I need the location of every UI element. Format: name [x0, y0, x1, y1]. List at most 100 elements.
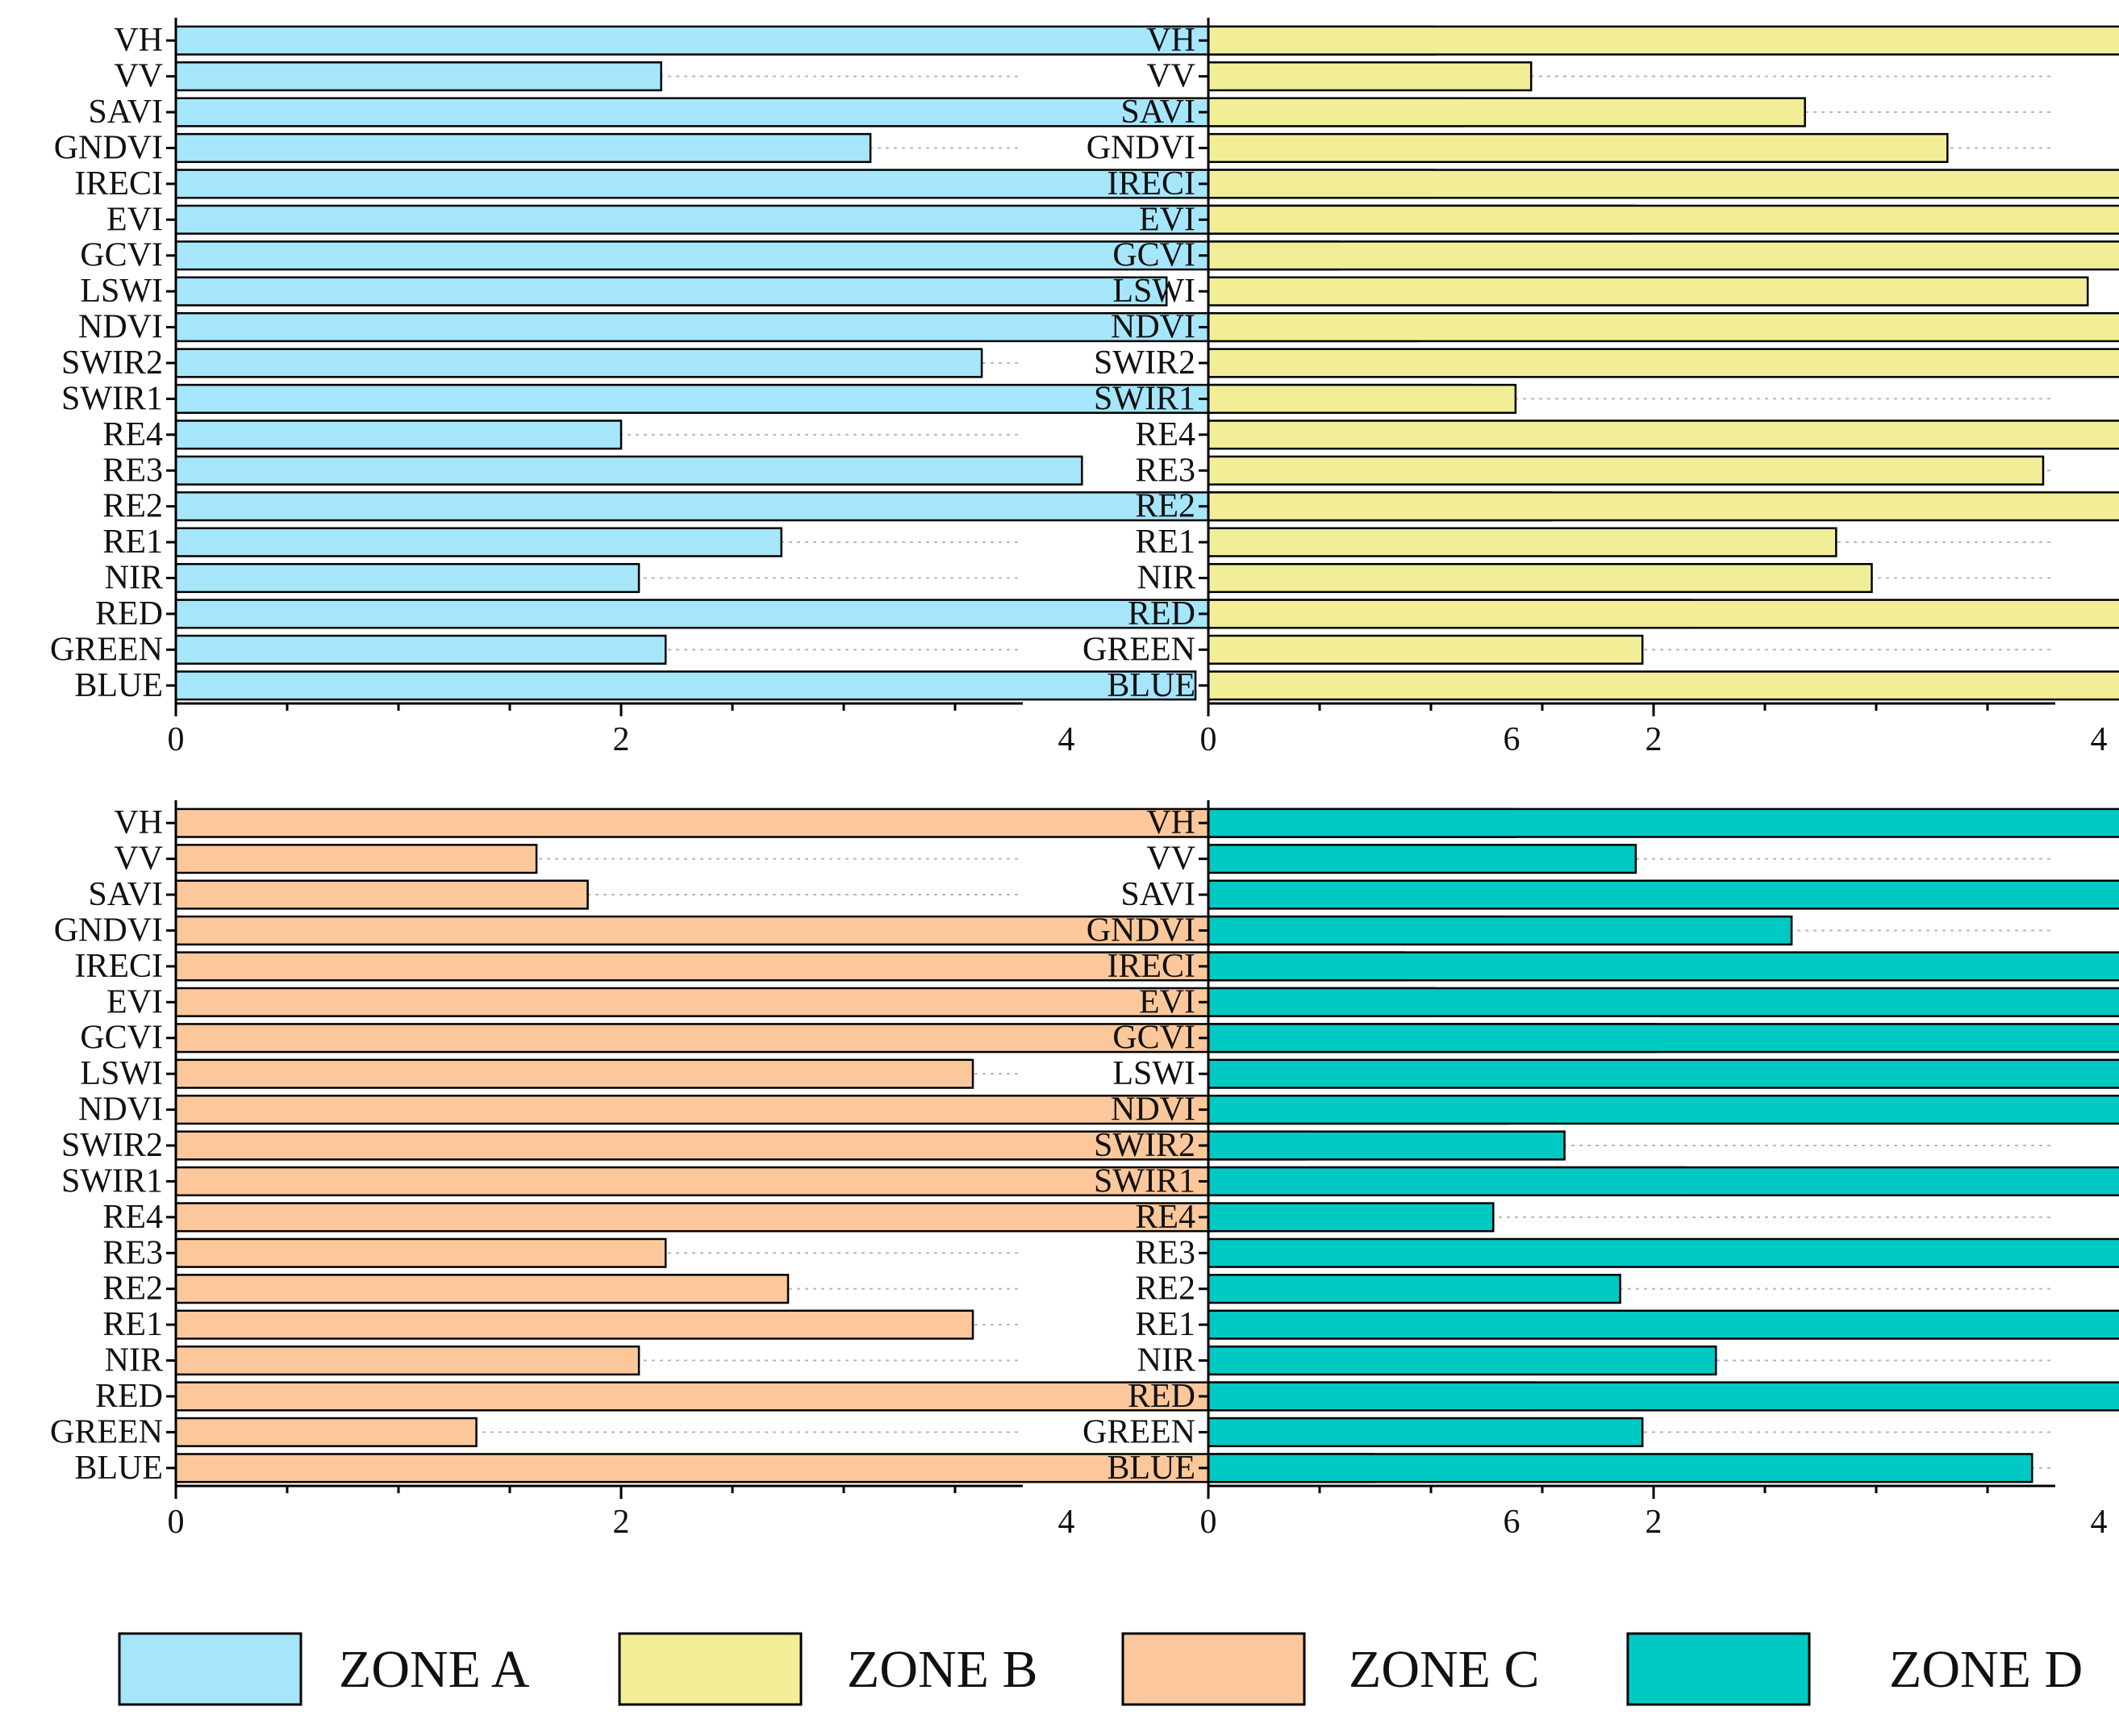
category-label-re2: RE2	[102, 1271, 163, 1308]
bar-zone-a-re4	[174, 419, 623, 450]
x-tick-label-4: 4	[1058, 1504, 1075, 1541]
category-label-vh: VH	[1146, 804, 1195, 841]
legend-swatch-zone-c	[1121, 1632, 1306, 1706]
bar-zone-b-re2	[1207, 491, 2119, 522]
category-label-re3: RE3	[102, 1234, 163, 1271]
category-label-re2: RE2	[1135, 488, 1195, 525]
category-label-re1: RE1	[1135, 524, 1195, 561]
category-label-green: GREEN	[1082, 1413, 1195, 1450]
x-tick-label-6: 6	[1504, 721, 1520, 758]
bar-zone-d-evi	[1207, 987, 2119, 1017]
bar-zone-b-evi	[1207, 204, 2119, 235]
bar-zone-d-gcvi	[1207, 1023, 2119, 1054]
category-label-savi: SAVI	[1120, 94, 1195, 131]
x-tick-label-4: 4	[2091, 721, 2108, 758]
category-label-gndvi: GNDVI	[1087, 912, 1195, 949]
legend-label-zone-b: ZONE B	[847, 1640, 1037, 1699]
bar-zone-c-re4	[174, 1202, 1212, 1233]
bar-zone-c-re3	[174, 1237, 667, 1268]
category-label-evi: EVI	[106, 983, 163, 1020]
category-label-vh: VH	[114, 804, 163, 841]
category-label-vv: VV	[1146, 841, 1195, 878]
category-label-nir: NIR	[1137, 560, 1195, 597]
category-label-blue: BLUE	[74, 667, 163, 704]
bar-zone-c-lswi	[174, 1058, 974, 1089]
legend-label-zone-d: ZONE D	[1889, 1640, 2083, 1699]
category-label-ndvi: NDVI	[78, 309, 163, 346]
bar-zone-d-savi	[1207, 879, 2119, 910]
bar-zone-c-re2	[174, 1274, 790, 1304]
category-label-ireci: IRECI	[74, 165, 163, 202]
category-label-swir1: SWIR1	[1094, 1162, 1195, 1200]
bar-zone-b-savi	[1207, 97, 1806, 127]
bar-zone-a-green	[174, 634, 667, 665]
bar-zone-b-vh	[1207, 25, 2119, 56]
category-label-swir1: SWIR1	[61, 1162, 163, 1200]
bar-zone-a-vv	[174, 61, 662, 92]
category-label-re4: RE4	[1135, 416, 1195, 453]
bar-zone-a-re1	[174, 527, 782, 557]
x-tick-label-0: 0	[1200, 1504, 1217, 1541]
bar-zone-b-re4	[1207, 419, 2119, 450]
x-tick-label-2: 2	[613, 721, 630, 758]
category-label-gndvi: GNDVI	[54, 912, 163, 949]
category-label-gndvi: GNDVI	[1087, 129, 1195, 166]
category-label-red: RED	[95, 595, 163, 632]
x-tick-label-4: 4	[1058, 721, 1075, 758]
bar-zone-d-gndvi	[1207, 915, 1793, 946]
bar-zone-c-nir	[174, 1345, 640, 1376]
bar-zone-d-swir1	[1207, 1166, 2119, 1196]
category-label-vv: VV	[1146, 58, 1195, 95]
category-label-ndvi: NDVI	[1111, 309, 1195, 346]
x-tick-label-0: 0	[168, 721, 185, 758]
bar-zone-d-green	[1207, 1417, 1644, 1447]
bar-zone-a-swir2	[174, 348, 983, 378]
bar-zone-b-gndvi	[1207, 132, 1949, 164]
category-label-re4: RE4	[1135, 1199, 1195, 1236]
bar-zone-c-savi	[174, 879, 589, 910]
category-label-swir1: SWIR1	[1094, 380, 1195, 417]
category-label-ireci: IRECI	[1107, 165, 1195, 202]
category-label-re3: RE3	[1135, 452, 1195, 489]
category-label-vv: VV	[114, 841, 163, 878]
bar-zone-c-green	[174, 1417, 478, 1447]
category-label-lswi: LSWI	[1112, 1055, 1195, 1092]
category-label-re2: RE2	[102, 488, 163, 525]
x-tick-label-6: 6	[1504, 1504, 1520, 1541]
x-tick-label-4: 4	[2091, 1504, 2108, 1541]
bar-zone-b-re1	[1207, 527, 1837, 557]
category-label-red: RED	[95, 1378, 163, 1415]
bar-zone-b-blue	[1207, 670, 2119, 701]
x-tick-label-0: 0	[1200, 721, 1217, 758]
bar-zone-d-swir2	[1207, 1130, 1566, 1161]
category-label-vh: VH	[114, 22, 163, 59]
category-label-savi: SAVI	[88, 94, 163, 131]
bar-zone-b-vv	[1207, 61, 1533, 92]
category-label-evi: EVI	[106, 201, 163, 238]
bar-zone-d-ireci	[1207, 951, 2119, 982]
bar-zone-b-lswi	[1207, 276, 2089, 307]
category-label-swir2: SWIR2	[61, 1127, 163, 1164]
category-label-gndvi: GNDVI	[54, 129, 163, 166]
bar-zone-c-blue	[174, 1453, 1375, 1484]
category-label-re4: RE4	[102, 416, 163, 453]
category-label-swir2: SWIR2	[1094, 344, 1195, 382]
category-label-lswi: LSWI	[80, 273, 163, 310]
chart-panels: VHVVSAVIGNDVIIRECIEVIGCVILSWINDVISWIR2SW…	[50, 18, 2119, 1541]
category-label-savi: SAVI	[88, 876, 163, 913]
category-label-swir2: SWIR2	[61, 344, 163, 382]
category-label-evi: EVI	[1139, 201, 1195, 238]
category-label-re2: RE2	[1135, 1271, 1195, 1308]
category-label-gcvi: GCVI	[80, 1020, 163, 1057]
category-label-blue: BLUE	[74, 1450, 163, 1487]
bar-zone-b-red	[1207, 599, 2119, 629]
bar-zone-a-re3	[174, 455, 1083, 486]
category-label-vh: VH	[1146, 22, 1195, 59]
bar-zone-a-lswi	[174, 276, 1168, 307]
category-label-re1: RE1	[1135, 1306, 1195, 1343]
legend-label-zone-a: ZONE A	[339, 1640, 530, 1699]
bar-zone-d-re2	[1207, 1274, 1621, 1304]
bar-zone-d-red	[1207, 1381, 2119, 1412]
category-label-re3: RE3	[102, 452, 163, 489]
bar-zone-d-re3	[1207, 1237, 2119, 1268]
